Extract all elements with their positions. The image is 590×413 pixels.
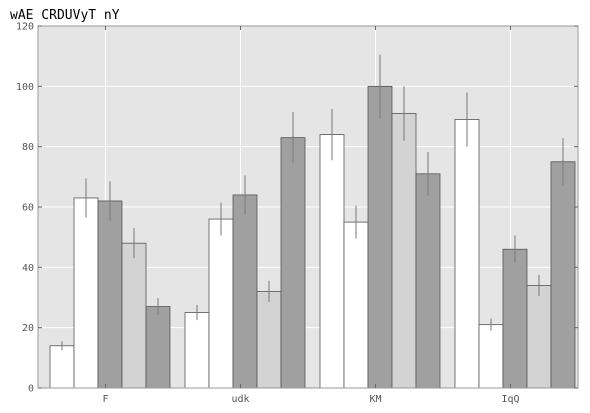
bar xyxy=(208,218,234,389)
y-tick-label: 80 xyxy=(22,142,34,153)
x-tick-label: udk xyxy=(231,394,249,405)
bar xyxy=(232,194,258,389)
bar xyxy=(256,291,282,389)
bar xyxy=(502,248,528,389)
bar xyxy=(550,161,576,389)
bar xyxy=(121,242,147,389)
bar xyxy=(526,285,552,389)
x-tick-label: F xyxy=(102,394,108,405)
y-tick-label: 60 xyxy=(22,203,34,214)
bar xyxy=(145,306,171,389)
y-tick-label: 120 xyxy=(16,22,34,33)
x-tick-label: KM xyxy=(369,394,381,405)
bar xyxy=(478,324,504,389)
bar xyxy=(343,221,369,389)
bar xyxy=(97,200,123,389)
x-tick-label: IqQ xyxy=(501,394,519,405)
y-tick-label: 40 xyxy=(22,263,34,274)
y-tick-label: 20 xyxy=(22,323,34,334)
y-tick-label: 100 xyxy=(16,82,34,93)
bar xyxy=(367,85,393,389)
bar xyxy=(319,134,345,389)
bar xyxy=(391,113,417,389)
chart-title: wAE CRDUVyT nY xyxy=(10,8,120,23)
bar xyxy=(49,345,75,389)
bar xyxy=(184,312,210,389)
bar xyxy=(73,197,99,389)
bar xyxy=(454,119,480,389)
bar xyxy=(280,137,306,389)
bar xyxy=(415,173,441,389)
plot-area: 0 20 40 60 80 100 120 F udk KM IqQ xyxy=(16,22,579,405)
y-tick-label: 0 xyxy=(28,384,34,395)
